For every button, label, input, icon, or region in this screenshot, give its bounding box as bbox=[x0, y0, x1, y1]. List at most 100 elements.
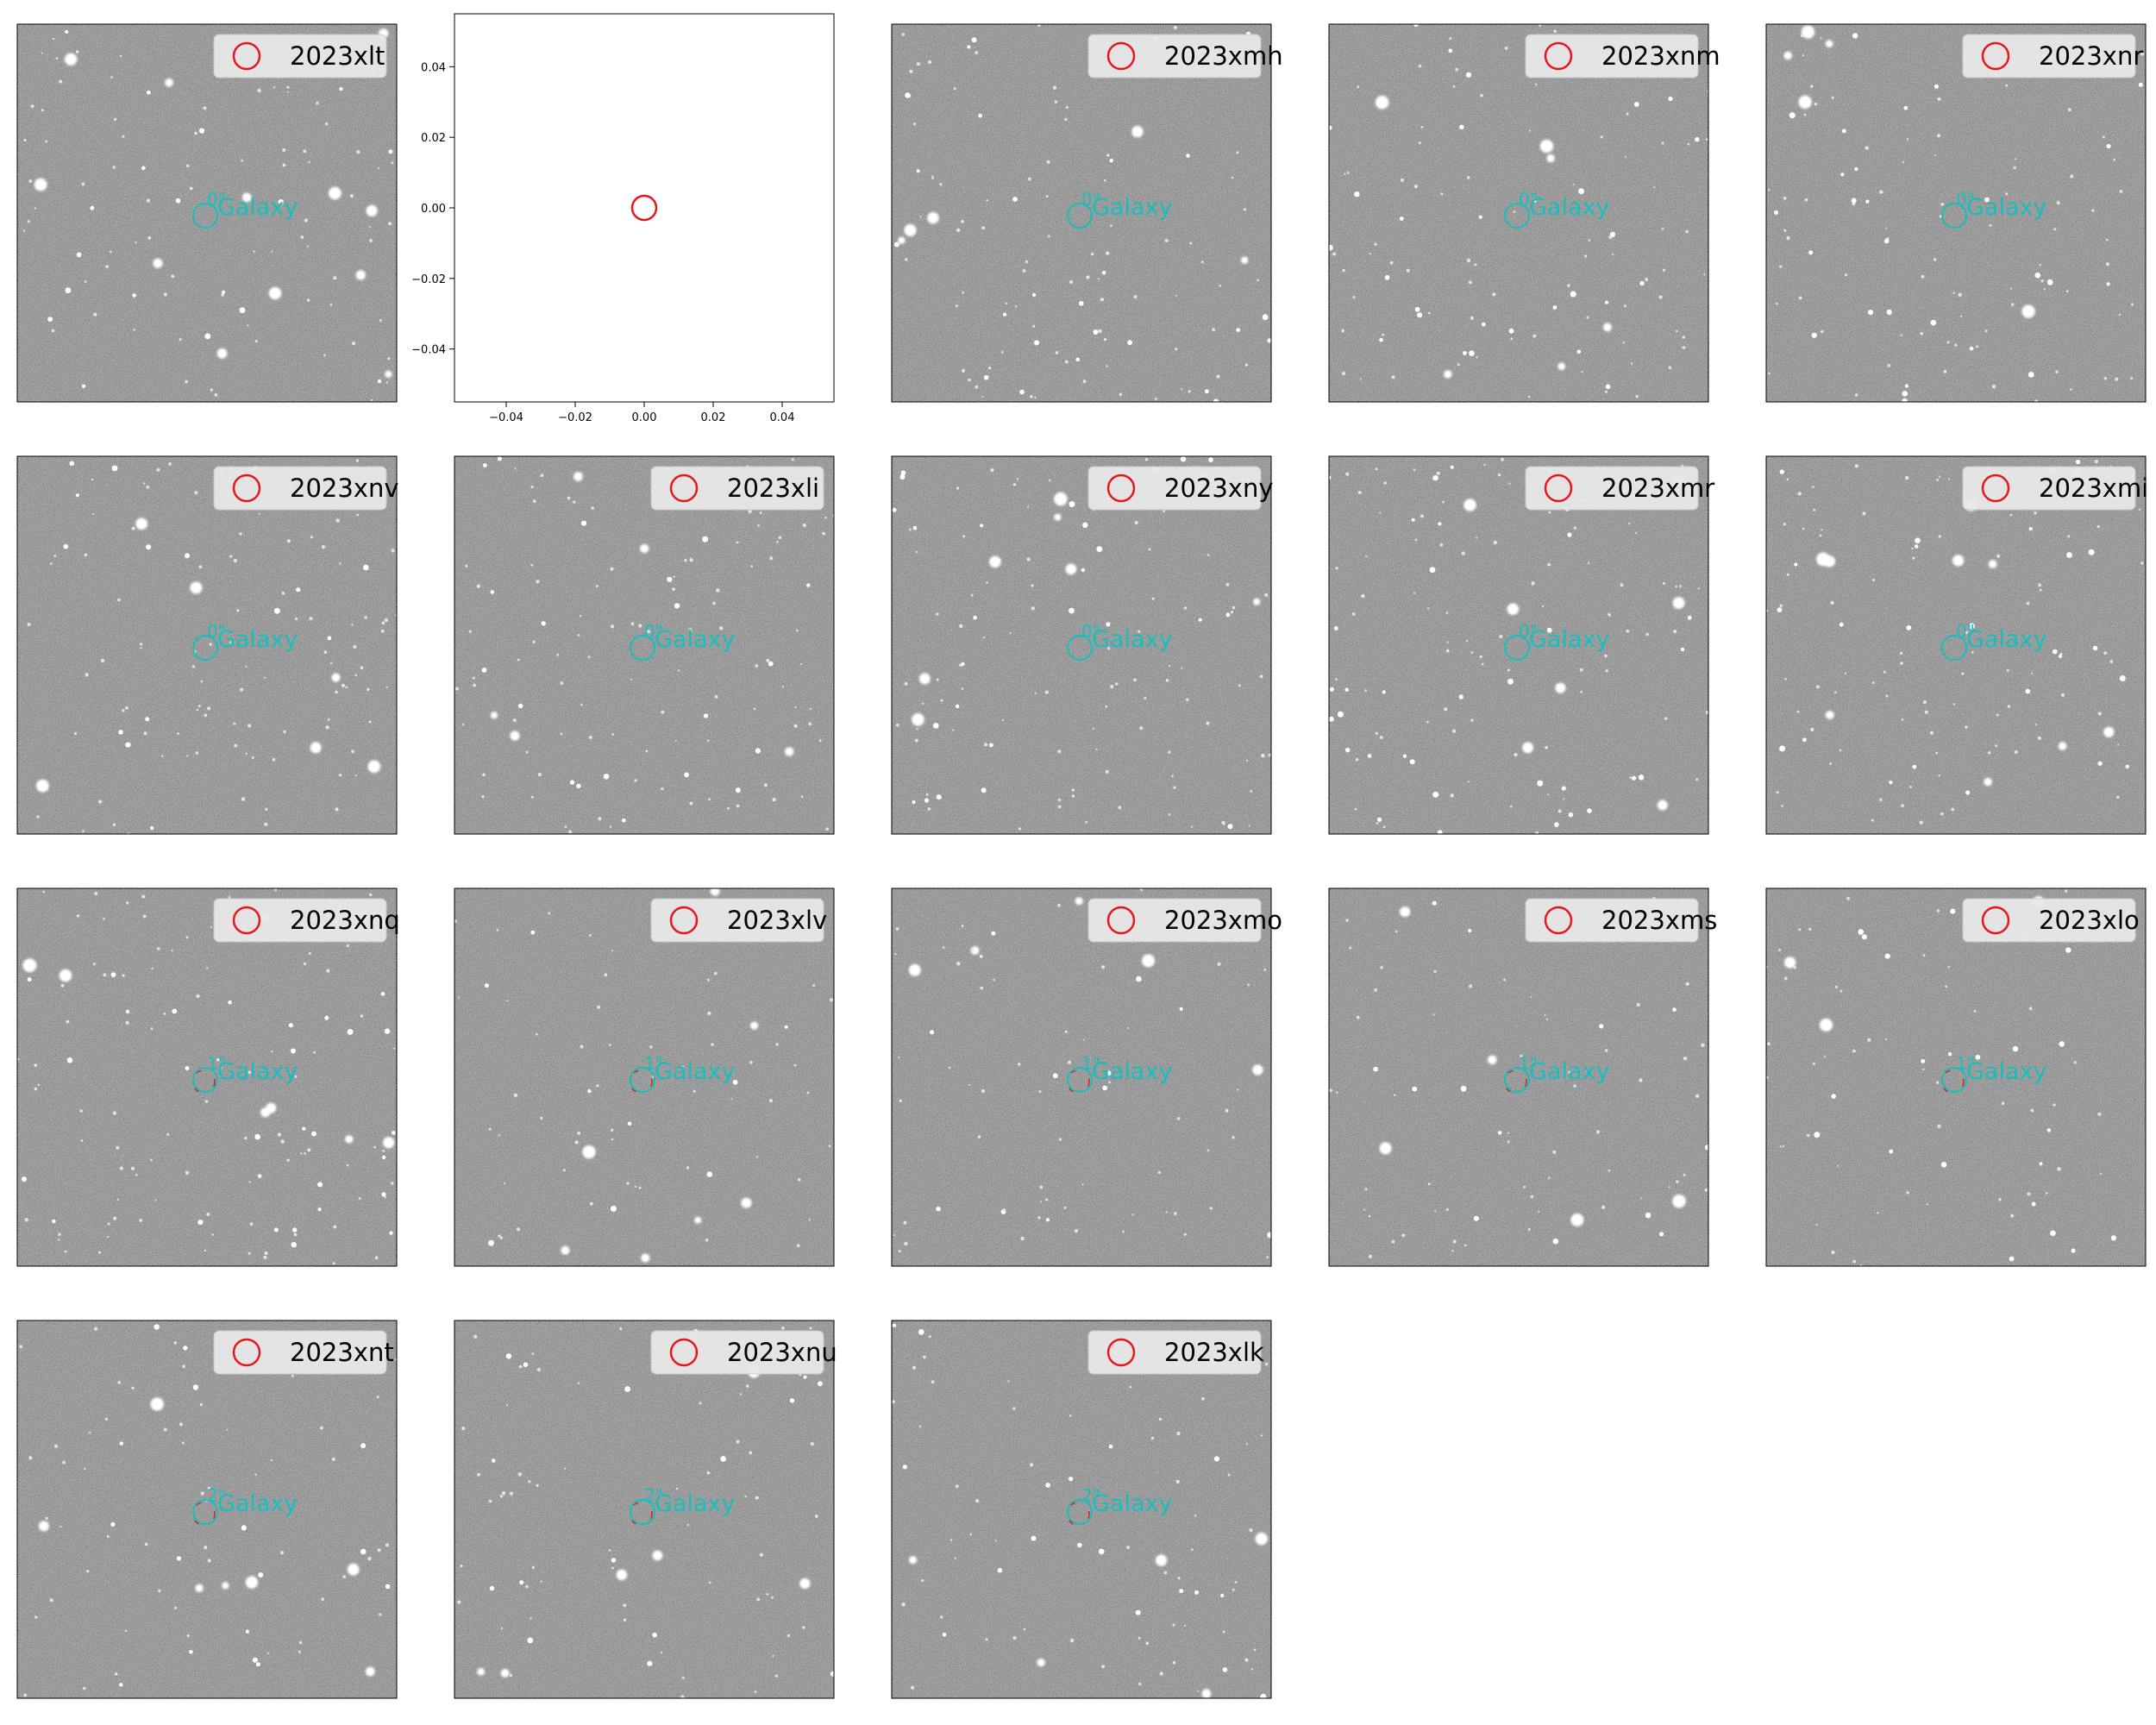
transient-marker bbox=[1940, 1070, 1965, 1094]
legend: 2023xmi bbox=[1962, 466, 2148, 511]
image-panel: 2"Galaxy 2023xnu bbox=[454, 1320, 837, 1699]
panel-name: 2023xnm bbox=[1601, 41, 1720, 71]
panel-name: 2023xnv bbox=[290, 474, 399, 503]
legend: 2023xmh bbox=[1087, 34, 1283, 78]
sky-background bbox=[892, 456, 1271, 834]
sky-background bbox=[1766, 888, 2146, 1266]
image-panel: 1"Galaxy 2023xms bbox=[1328, 888, 1717, 1267]
sky-background bbox=[17, 888, 397, 1266]
panel-frame bbox=[891, 455, 1272, 835]
image-panel: 1"Galaxy 2023xlo bbox=[1765, 888, 2147, 1267]
galaxy-label: Galaxy bbox=[217, 626, 298, 653]
panel-name: 2023xlt bbox=[290, 41, 385, 71]
panel-name: 2023xmi bbox=[2039, 474, 2148, 503]
galaxy-marker bbox=[192, 203, 218, 229]
sky-background bbox=[1766, 456, 2146, 834]
panel-frame bbox=[891, 1320, 1272, 1699]
y-tick-label: 0.00 bbox=[421, 203, 446, 216]
panel-name: 2023xny bbox=[1164, 474, 1274, 503]
data-point bbox=[630, 194, 658, 222]
transient-marker bbox=[1503, 1070, 1527, 1094]
galaxy-label: Galaxy bbox=[655, 1058, 735, 1085]
y-tick-label: −0.02 bbox=[411, 273, 446, 286]
galaxy-marker bbox=[1941, 203, 1967, 229]
image-panel: 2"Galaxy 2023xnt bbox=[16, 1320, 398, 1699]
star-field bbox=[893, 24, 1271, 402]
panel-frame bbox=[1328, 23, 1709, 403]
x-tick-label: 0.02 bbox=[701, 411, 726, 424]
image-panel: 0"Galaxy 2023xmh bbox=[891, 23, 1283, 403]
sky-background bbox=[17, 24, 397, 402]
galaxy-label: Galaxy bbox=[1529, 194, 1609, 221]
transient-marker bbox=[191, 1502, 216, 1526]
image-panel: 1"Galaxy 2023xnq bbox=[16, 888, 400, 1267]
star-field bbox=[893, 888, 1271, 1258]
legend: 2023xms bbox=[1525, 898, 1717, 943]
y-tick-label: 0.04 bbox=[421, 61, 446, 74]
galaxy-marker bbox=[1067, 1067, 1093, 1093]
offset-label: 0" bbox=[1519, 621, 1538, 642]
empty-scatter-plot: −0.04 −0.02 0.00 0.02 0.04 0.04 0.02 0.00 −0.02 −… bbox=[411, 13, 835, 424]
galaxy-marker bbox=[192, 1067, 218, 1093]
panel-name: 2023xnu bbox=[727, 1338, 837, 1367]
sky-background bbox=[454, 456, 834, 834]
offset-label: 0" bbox=[1956, 189, 1975, 210]
sky-background bbox=[1329, 24, 1708, 402]
panel-name: 2023xmh bbox=[1164, 41, 1283, 71]
offset-label: 1" bbox=[207, 1053, 226, 1074]
transient-marker bbox=[1066, 1502, 1090, 1526]
legend: 2023xnm bbox=[1525, 34, 1720, 78]
galaxy-marker bbox=[192, 1499, 218, 1525]
offset-label: 1" bbox=[1956, 1053, 1975, 1074]
legend: 2023xmo bbox=[1087, 898, 1282, 943]
sky-background bbox=[454, 1320, 834, 1698]
legend-marker bbox=[669, 906, 699, 935]
legend: 2023xlo bbox=[1962, 898, 2140, 943]
image-panel: 0"Galaxy 2023xmr bbox=[1328, 455, 1714, 835]
galaxy-label: Galaxy bbox=[1529, 626, 1609, 653]
offset-label: 0" bbox=[1081, 189, 1100, 210]
galaxy-label: Galaxy bbox=[1092, 194, 1172, 221]
x-tick-label: −0.04 bbox=[489, 411, 523, 424]
galaxy-marker bbox=[1941, 635, 1967, 661]
legend: 2023xnt bbox=[213, 1330, 394, 1375]
legend-marker bbox=[232, 41, 261, 71]
panel-frame bbox=[1328, 888, 1709, 1267]
galaxy-label: Galaxy bbox=[655, 626, 735, 653]
sky-background bbox=[892, 24, 1271, 402]
image-panel: 2"Galaxy 2023xlk bbox=[891, 1320, 1272, 1699]
legend: 2023xmr bbox=[1525, 466, 1714, 511]
plot-frame bbox=[454, 13, 835, 403]
offset-label: 2" bbox=[207, 1485, 226, 1506]
x-tick-label: 0.00 bbox=[632, 411, 657, 424]
galaxy-marker bbox=[1067, 635, 1093, 661]
transient-marker bbox=[1066, 1070, 1090, 1094]
star-field bbox=[1329, 457, 1708, 834]
panel-frame bbox=[1765, 23, 2147, 403]
galaxy-label: Galaxy bbox=[1092, 1058, 1172, 1085]
sky-background bbox=[17, 1320, 397, 1698]
legend-marker bbox=[1106, 1338, 1136, 1367]
galaxy-label: Galaxy bbox=[1966, 1058, 2046, 1085]
star-field bbox=[22, 28, 394, 401]
image-panel: 1"Galaxy 2023xlv bbox=[454, 888, 835, 1267]
star-field bbox=[454, 456, 834, 834]
sky-background bbox=[1766, 24, 2146, 402]
panel-frame bbox=[454, 455, 835, 835]
galaxy-label: Galaxy bbox=[1966, 194, 2046, 221]
legend-marker bbox=[232, 1338, 261, 1367]
x-tick-label: −0.02 bbox=[558, 411, 592, 424]
legend: 2023xnv bbox=[213, 466, 399, 511]
panel-frame bbox=[1328, 455, 1709, 835]
star-field bbox=[454, 888, 833, 1263]
galaxy-label: Galaxy bbox=[1966, 626, 2046, 653]
offset-label: 0" bbox=[1519, 189, 1538, 210]
image-panel: 0"Galaxy 2023xnr bbox=[1765, 23, 2147, 403]
galaxy-marker bbox=[1067, 1499, 1093, 1525]
panel-frame bbox=[891, 888, 1272, 1267]
offset-label: 1" bbox=[1519, 1053, 1538, 1074]
legend-marker bbox=[1544, 474, 1573, 503]
legend: 2023xnq bbox=[213, 898, 400, 943]
sky-background bbox=[17, 456, 397, 834]
